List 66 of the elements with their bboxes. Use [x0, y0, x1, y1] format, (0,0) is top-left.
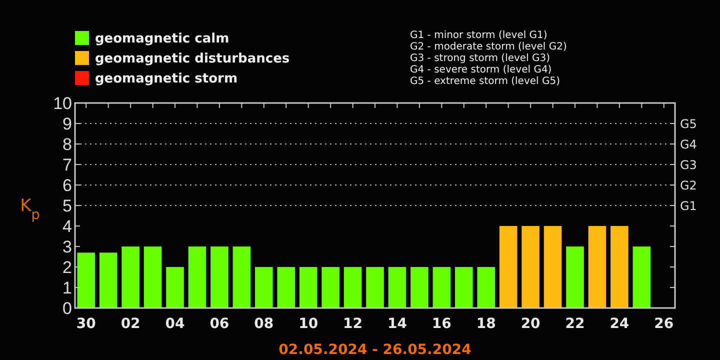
x-tick-label: 22	[565, 316, 585, 332]
text: G1 - minor storm (level G1)	[410, 30, 548, 41]
y-tick-label: 3	[62, 238, 72, 257]
bar	[299, 267, 318, 308]
y-tick-label: 8	[62, 135, 72, 154]
bar	[610, 226, 628, 308]
x-tick-label: 30	[76, 316, 96, 332]
bar	[410, 267, 428, 308]
x-tick-label: 16	[432, 316, 452, 332]
ref-line-label: G1	[680, 198, 697, 213]
bar	[232, 246, 251, 308]
legend-label: geomagnetic calm	[95, 32, 230, 47]
bar	[144, 246, 162, 308]
bar	[388, 267, 406, 308]
ref-line-label: G2	[680, 178, 697, 192]
bar	[566, 246, 584, 308]
x-tick-label: 14	[387, 316, 408, 332]
legend-label: geomagnetic disturbances	[95, 52, 290, 67]
y-tick-label: 10	[53, 94, 72, 114]
x-tick-label: 04	[165, 316, 185, 332]
bar	[210, 246, 228, 308]
bar	[544, 226, 562, 308]
bar	[277, 267, 295, 308]
bar	[99, 252, 118, 308]
y-tick-label: 0	[62, 299, 72, 318]
bar	[366, 267, 384, 308]
bar	[477, 267, 495, 308]
text: G4 - severe storm (level G4)	[410, 64, 552, 76]
legend-label: geomagnetic storm	[95, 72, 238, 87]
y-tick-label: 6	[62, 176, 72, 196]
text: G5 - extreme storm (level G5)	[410, 76, 560, 87]
x-tick-label: 08	[254, 316, 274, 332]
ref-line-label: G3	[680, 158, 697, 172]
bar	[344, 267, 362, 308]
ref-line-label: G4	[680, 137, 697, 152]
x-tick-label: 06	[210, 316, 230, 332]
bar	[632, 246, 651, 308]
y-tick-label: 2	[62, 258, 72, 278]
y-tick-label: 9	[62, 114, 72, 134]
x-tick-label: 18	[476, 316, 496, 332]
x-tick-label: 12	[343, 316, 363, 332]
bar	[255, 267, 273, 308]
x-tick-label: 26	[654, 316, 674, 332]
x-tick-label: 24	[610, 316, 630, 332]
bar	[588, 226, 606, 308]
x-tick-label: 20	[520, 316, 541, 332]
bar	[188, 246, 206, 308]
y-axis-title: K$_{p}$	[20, 196, 40, 223]
y-tick-label: 7	[62, 156, 72, 175]
bar	[499, 226, 518, 308]
y-tick-label: 4	[62, 217, 72, 236]
ref-line-label: G5	[680, 116, 697, 131]
bar	[455, 267, 473, 308]
y-tick-label: 5	[62, 196, 72, 216]
bar	[166, 267, 184, 308]
bar	[432, 267, 451, 308]
bar	[322, 267, 340, 308]
y-tick-label: 1	[62, 278, 72, 298]
text: G3 - strong storm (level G3)	[410, 53, 550, 64]
bar	[77, 252, 95, 308]
text: G2 - moderate storm (level G2)	[410, 42, 568, 52]
x-tick-label: 02	[120, 316, 140, 332]
bar	[122, 246, 140, 308]
x-axis-title: 02.05.2024 - 26.05.2024	[278, 342, 472, 358]
bar	[522, 226, 540, 308]
x-tick-label: 10	[298, 316, 318, 332]
